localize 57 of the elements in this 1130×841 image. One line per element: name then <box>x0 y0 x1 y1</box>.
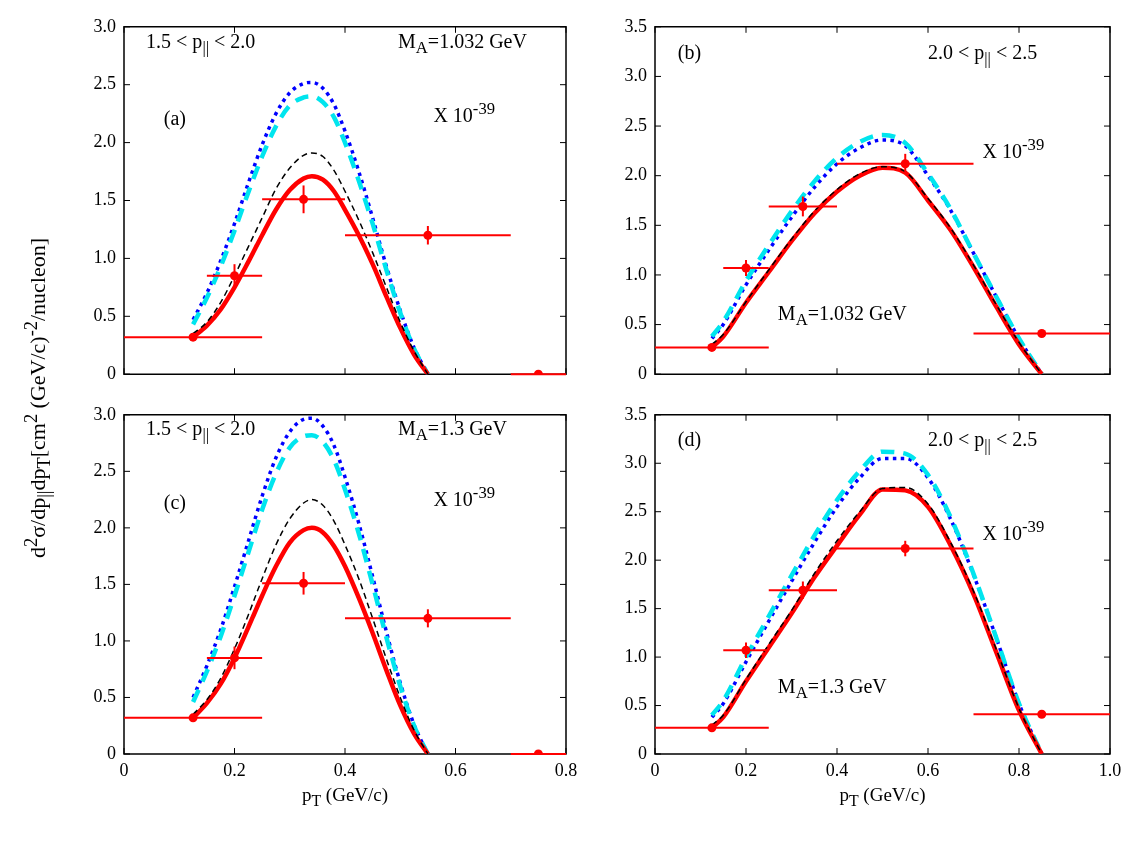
y-tick-label: 3.0 <box>93 403 116 424</box>
y-tick-label: 1.0 <box>93 629 116 650</box>
annotation: M$_{A}$=1.032 GeV <box>777 300 907 330</box>
y-tick-label: 1.0 <box>93 247 116 268</box>
annotation: 2.0 < p$_{||}$ < 2.5 <box>928 40 1038 70</box>
x-axis-title: p$_{T}$ (GeV/c) <box>838 784 927 810</box>
x-tick-label: 0.6 <box>444 759 467 780</box>
y-tick-label: 1.5 <box>624 214 647 235</box>
y-tick-label: 1.5 <box>93 189 116 210</box>
y-tick-label: 2.5 <box>93 460 116 481</box>
x-tick-label: 0.2 <box>223 759 246 780</box>
y-tick-label: 0.5 <box>93 305 116 326</box>
x-tick-label: 1.0 <box>1098 759 1122 780</box>
x-tick-label: 0.6 <box>916 759 940 780</box>
annotation: M$_{A}$=1.3 GeV <box>398 416 507 446</box>
annotation: X 10$^{-39}$ <box>982 517 1045 546</box>
x-axis-title: p$_{T}$ (GeV/c) <box>300 784 390 810</box>
y-tick-label: 2.0 <box>93 131 116 152</box>
x-tick-label: 0.8 <box>554 759 578 780</box>
y-tick-label: 1.0 <box>624 645 647 666</box>
y-tick-label: 0.5 <box>624 313 647 334</box>
x-tick-label: 0.4 <box>825 759 849 780</box>
x-tick-label: 0.8 <box>1007 759 1031 780</box>
y-tick-label: 2.0 <box>624 164 647 185</box>
annotation: (b) <box>677 40 702 65</box>
y-tick-label: 0.5 <box>624 694 647 715</box>
annotation: X 10$^{-39}$ <box>433 482 496 511</box>
y-tick-label: 2.0 <box>93 516 116 537</box>
y-tick-label: 3.5 <box>624 403 647 424</box>
annotation: X 10$^{-39}$ <box>433 98 496 127</box>
y-tick-label: 2.5 <box>93 73 116 94</box>
y-tick-label: 0 <box>638 362 647 383</box>
y-tick-label: 0 <box>107 362 116 383</box>
y-tick-label: 3.0 <box>93 15 116 36</box>
y-tick-label: 2.5 <box>624 500 647 521</box>
y-tick-label: 0 <box>107 742 116 763</box>
y-tick-label: 0.5 <box>93 686 116 707</box>
annotation: X 10$^{-39}$ <box>982 135 1045 164</box>
annotation: M$_{A}$=1.3 GeV <box>777 673 887 703</box>
annotation: 2.0 < p$_{||}$ < 2.5 <box>928 426 1038 456</box>
y-tick-label: 1.0 <box>624 263 647 284</box>
y-tick-label: 1.5 <box>93 573 116 594</box>
annotation: 1.5 < p$_{||}$ < 2.0 <box>146 29 256 58</box>
annotation: (a) <box>163 106 186 131</box>
y-tick-label: 0 <box>638 742 647 763</box>
y-tick-label: 3.5 <box>624 15 647 36</box>
x-tick-label: 0.4 <box>333 759 357 780</box>
annotation: M$_{A}$=1.032 GeV <box>398 29 527 58</box>
annotation: 1.5 < p$_{||}$ < 2.0 <box>146 416 256 446</box>
y-tick-label: 2.5 <box>624 114 647 135</box>
annotation: (c) <box>163 489 186 514</box>
x-tick-label: 0.2 <box>734 759 758 780</box>
y-tick-label: 3.0 <box>624 65 647 86</box>
annotation: (d) <box>677 426 702 451</box>
y-tick-label: 3.0 <box>624 451 647 472</box>
y-tick-label: 1.5 <box>624 597 647 618</box>
y-tick-label: 2.0 <box>624 548 647 569</box>
